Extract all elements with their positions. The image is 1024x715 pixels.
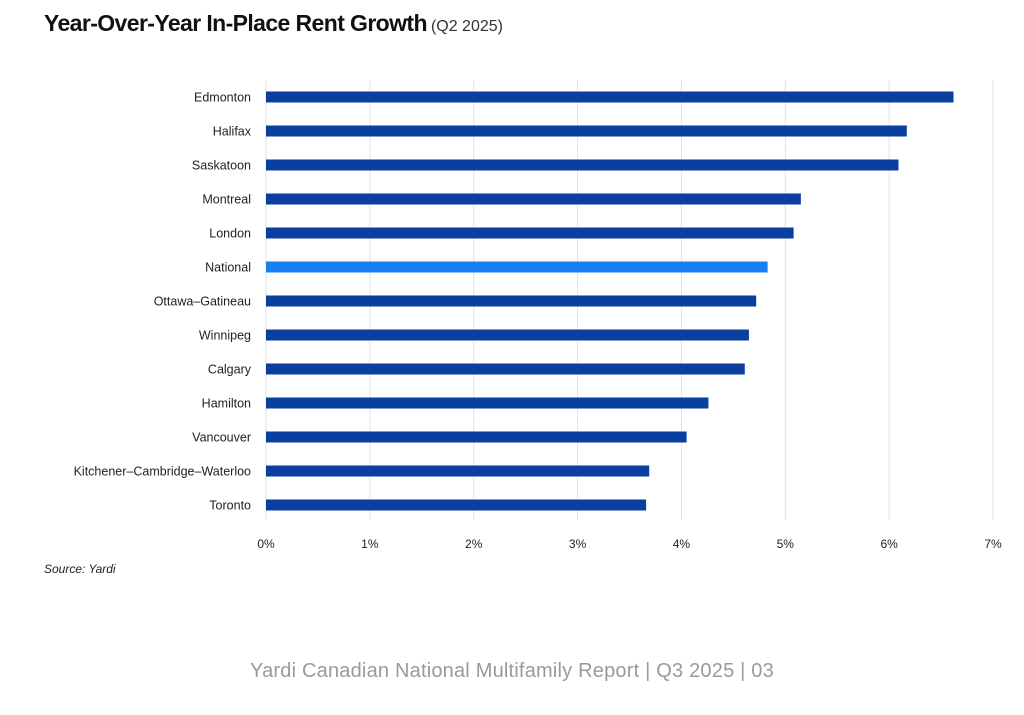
bar xyxy=(266,499,647,511)
y-category-label: Winnipeg xyxy=(199,329,251,343)
y-category-label: London xyxy=(209,227,251,241)
bar xyxy=(266,363,745,375)
y-category-label: Halifax xyxy=(213,125,252,139)
bar xyxy=(266,261,768,273)
bar xyxy=(266,91,954,103)
x-tick-label: 2% xyxy=(465,537,483,551)
source-note: Source: Yardi xyxy=(44,562,116,576)
y-category-label: Ottawa–Gatineau xyxy=(154,295,251,309)
x-tick-label: 7% xyxy=(984,537,1002,551)
x-tick-label: 6% xyxy=(880,537,898,551)
y-category-label: Saskatoon xyxy=(192,159,251,173)
chart-title-period: (Q2 2025) xyxy=(430,18,503,35)
bar xyxy=(266,431,687,443)
bar xyxy=(266,465,650,477)
y-category-label: Toronto xyxy=(209,499,251,513)
bar xyxy=(266,159,899,171)
bar xyxy=(266,227,794,239)
x-tick-label: 4% xyxy=(673,537,691,551)
y-category-label: Calgary xyxy=(208,363,252,377)
bar xyxy=(266,295,757,307)
x-tick-label: 3% xyxy=(569,537,587,551)
x-tick-label: 5% xyxy=(777,537,795,551)
chart-title-main: Year-Over-Year In-Place Rent Growth xyxy=(44,10,428,36)
y-category-label: Hamilton xyxy=(202,397,251,411)
report-footer: Yardi Canadian National Multifamily Repo… xyxy=(250,660,774,682)
bar xyxy=(266,329,749,341)
x-tick-label: 1% xyxy=(361,537,379,551)
y-category-label: Edmonton xyxy=(194,91,251,105)
bar xyxy=(266,397,709,409)
y-category-label: Kitchener–Cambridge–Waterloo xyxy=(74,465,251,479)
chart-title: Year-Over-Year In-Place Rent Growth (Q2 2… xyxy=(44,10,503,37)
y-category-label: National xyxy=(205,261,251,275)
y-category-label: Montreal xyxy=(202,193,251,207)
x-tick-label: 0% xyxy=(257,537,275,551)
bar xyxy=(266,193,801,205)
bar xyxy=(266,125,907,137)
y-category-label: Vancouver xyxy=(192,431,251,445)
bar-chart: 0% 1% 2% 3% 4% 5% 6% 7% Edmonton Halifax Saskatoon… xyxy=(74,80,1002,551)
